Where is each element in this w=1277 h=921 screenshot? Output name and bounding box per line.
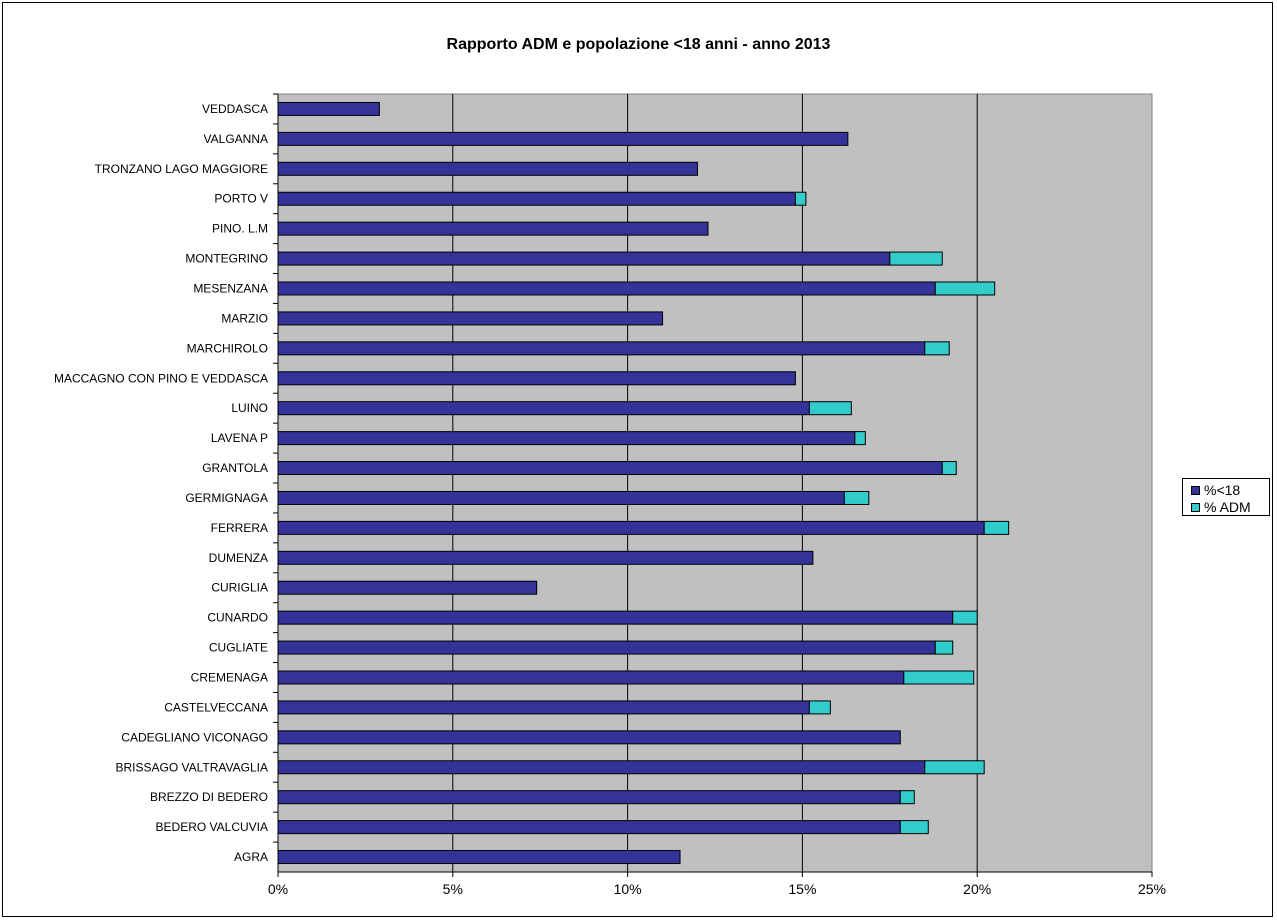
bar-under18 xyxy=(277,101,380,116)
bar-under18 xyxy=(277,610,954,625)
y-category-label: BEDERO VALCUVIA xyxy=(156,820,268,834)
y-category-label: MARCHIROLO xyxy=(187,341,268,355)
bar-adm xyxy=(983,520,1010,535)
bar-adm xyxy=(843,490,870,505)
x-tick-label: 25% xyxy=(1138,881,1166,897)
bar-adm xyxy=(941,461,957,476)
bar-under18 xyxy=(277,251,891,266)
y-category-label: CADEGLIANO VICONAGO xyxy=(121,730,268,744)
y-category-label: CURIGLIA xyxy=(211,581,268,595)
legend-swatch-under18 xyxy=(1191,485,1200,495)
x-tick-label: 20% xyxy=(963,881,991,897)
legend-item-adm: % ADM xyxy=(1191,499,1251,515)
bar-under18 xyxy=(277,490,845,505)
y-category-label: BRISSAGO VALTRAVAGLIA xyxy=(116,760,269,774)
bar-adm xyxy=(854,431,866,446)
bar-under18 xyxy=(277,281,936,296)
y-category-label: VEDDASCA xyxy=(202,102,268,116)
x-tick-label: 15% xyxy=(788,881,816,897)
plot-area xyxy=(277,93,1153,873)
y-category-label: BREZZO DI BEDERO xyxy=(150,790,268,804)
bar-adm xyxy=(899,820,929,835)
bar-under18 xyxy=(277,760,926,775)
legend-swatch-adm xyxy=(1191,502,1200,512)
y-category-label: CUGLIATE xyxy=(209,641,268,655)
x-tick-label: 10% xyxy=(614,881,642,897)
bar-adm xyxy=(903,670,975,685)
bar-under18 xyxy=(277,431,856,446)
y-category-label: GRANTOLA xyxy=(202,461,268,475)
y-category-label: PINO. L.M xyxy=(212,222,268,236)
bar-under18 xyxy=(277,550,814,565)
y-category-label: VALGANNA xyxy=(204,132,268,146)
bar-under18 xyxy=(277,461,943,476)
bar-adm xyxy=(808,700,831,715)
x-tick-label: 0% xyxy=(268,881,288,897)
y-category-label: LAVENA P xyxy=(211,431,268,445)
bar-adm xyxy=(924,760,985,775)
bar-under18 xyxy=(277,371,796,386)
chart-title: Rapporto ADM e popolazione <18 anni - an… xyxy=(446,36,831,53)
y-category-label: AGRA xyxy=(234,850,268,864)
y-category-label: FERRERA xyxy=(211,521,268,535)
legend-item-under18: %<18 xyxy=(1191,482,1240,498)
bar-adm xyxy=(794,191,807,206)
bar-adm xyxy=(924,341,950,356)
y-category-label: TRONZANO LAGO MAGGIORE xyxy=(95,162,268,176)
bar-adm xyxy=(934,640,954,655)
legend-label-adm: % ADM xyxy=(1204,499,1251,515)
y-category-label: DUMENZA xyxy=(209,551,268,565)
bar-under18 xyxy=(277,580,538,595)
bar-adm xyxy=(808,401,852,416)
x-tick-label: 5% xyxy=(443,881,463,897)
y-category-label: CUNARDO xyxy=(207,611,268,625)
bar-under18 xyxy=(277,520,985,535)
bar-under18 xyxy=(277,730,901,745)
bar-under18 xyxy=(277,341,926,356)
y-category-label: LUINO xyxy=(231,401,268,415)
bar-under18 xyxy=(277,820,901,835)
bar-adm xyxy=(952,610,978,625)
y-category-label: CREMENAGA xyxy=(191,671,268,685)
bar-under18 xyxy=(277,700,810,715)
bar-under18 xyxy=(277,221,709,236)
bar-under18 xyxy=(277,670,905,685)
y-category-label: MESENZANA xyxy=(193,282,268,296)
bar-adm xyxy=(889,251,943,266)
bar-under18 xyxy=(277,790,901,805)
bar-under18 xyxy=(277,161,699,176)
bar-adm xyxy=(934,281,996,296)
legend: %<18 % ADM xyxy=(1182,478,1270,516)
bar-under18 xyxy=(277,640,936,655)
bar-adm xyxy=(899,790,915,805)
bar-under18 xyxy=(277,401,810,416)
y-category-label: MONTEGRINO xyxy=(185,252,268,266)
bar-under18 xyxy=(277,850,681,865)
y-category-label: MACCAGNO CON PINO E VEDDASCA xyxy=(54,371,268,385)
y-category-label: GERMIGNAGA xyxy=(185,491,268,505)
legend-label-under18: %<18 xyxy=(1204,482,1241,498)
y-category-label: CASTELVECCANA xyxy=(164,700,268,714)
y-category-label: PORTO V xyxy=(214,192,268,206)
bar-under18 xyxy=(277,311,664,326)
bar-under18 xyxy=(277,131,849,146)
bar-under18 xyxy=(277,191,796,206)
y-category-label: MARZIO xyxy=(221,311,268,325)
